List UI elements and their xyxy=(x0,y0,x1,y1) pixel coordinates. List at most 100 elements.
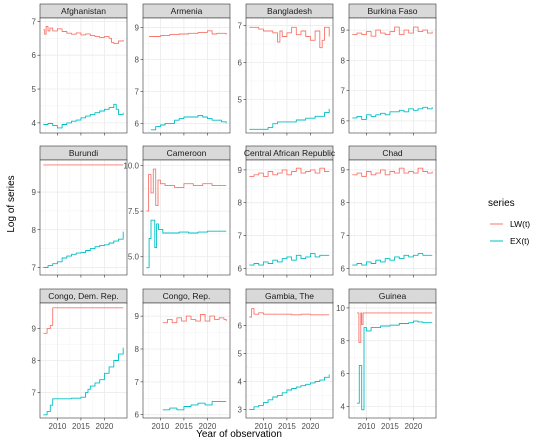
series-line-ex xyxy=(357,320,433,411)
y-tick-label: 6 xyxy=(341,264,346,273)
facet-title: Afghanistan xyxy=(61,6,106,16)
facet-panel: Central African Republic 6 7 8 9 xyxy=(238,145,336,278)
panel-border xyxy=(142,302,231,419)
series-line-ex xyxy=(249,108,330,130)
y-tick-label: 9 xyxy=(341,166,346,175)
plot-area xyxy=(40,18,127,133)
facet-title: Congo, Rep. xyxy=(163,291,211,301)
legend: series LW(t) EX(t) xyxy=(488,198,530,249)
facet-panel: Gambia, The 2010 2015 2020 3 4 5 6 xyxy=(238,288,334,431)
y-tick-label: 8 xyxy=(341,199,346,208)
plot-area xyxy=(246,160,333,275)
x-tick-label: 2020 xyxy=(302,422,320,431)
y-tick-label: 4 xyxy=(341,403,346,412)
facet-panel: Burundi 7 8 9 xyxy=(32,145,128,278)
x-tick-label: 2020 xyxy=(405,422,423,431)
panel-border xyxy=(245,17,334,134)
facet-title: Guinea xyxy=(379,291,407,301)
x-tick-label: 2015 xyxy=(175,422,193,431)
facet-title: Burundi xyxy=(69,148,98,158)
y-tick-label: 10 xyxy=(336,304,345,313)
y-tick-label: 8 xyxy=(135,56,140,65)
series-line-lw xyxy=(149,30,227,37)
series-line-ex xyxy=(352,253,433,266)
series-line-lw xyxy=(249,26,330,49)
x-tick-label: 2015 xyxy=(72,422,90,431)
facet-title: Chad xyxy=(382,148,403,158)
y-tick-label: 5 xyxy=(238,349,243,358)
x-tick-label: 2010 xyxy=(152,422,170,431)
plot-area xyxy=(40,160,127,275)
panel-border xyxy=(39,159,128,276)
y-tick-label: 7.5 xyxy=(128,207,140,216)
y-tick-label: 8 xyxy=(341,337,346,346)
series-line-lw xyxy=(146,168,227,212)
panel-border xyxy=(39,302,128,419)
y-tick-label: 7 xyxy=(238,21,243,30)
y-tick-label: 7 xyxy=(341,232,346,241)
y-tick-label: 3 xyxy=(238,406,243,415)
panel-border xyxy=(142,17,231,134)
facet-panel: Armenia 6 7 8 9 xyxy=(135,3,231,136)
panel-border xyxy=(348,159,437,276)
y-tick-label: 6 xyxy=(341,117,346,126)
y-axis-title: Log of series xyxy=(6,175,17,232)
facet-title: Burkina Faso xyxy=(367,6,417,16)
y-tick-label: 7 xyxy=(32,17,37,26)
y-tick-label: 8 xyxy=(32,226,37,235)
facet-title: Armenia xyxy=(171,6,203,16)
x-tick-label: 2010 xyxy=(49,422,67,431)
legend-title: series xyxy=(488,198,515,209)
facet-panel: Congo, Rep. 2010 2015 2020 6 7 8 9 xyxy=(135,288,231,431)
y-tick-label: 6 xyxy=(32,51,37,60)
y-tick-label: 4 xyxy=(32,119,37,128)
facet-title: Bangladesh xyxy=(267,6,312,16)
y-tick-label: 5.0 xyxy=(128,253,140,262)
series-line-ex xyxy=(43,103,124,129)
plot-area xyxy=(246,303,333,418)
facet-title: Cameroon xyxy=(167,148,207,158)
series-line-ex xyxy=(249,253,330,266)
y-tick-label: 10.0 xyxy=(123,161,139,170)
y-tick-label: 7 xyxy=(135,87,140,96)
series-line-lw xyxy=(43,307,124,334)
y-tick-label: 5 xyxy=(238,96,243,105)
series-line-ex xyxy=(43,231,124,268)
y-tick-label: 8 xyxy=(135,345,140,354)
y-tick-label: 7 xyxy=(135,378,140,387)
panel-grid: Afghanistan 4 5 6 7 Armenia 6 7 8 9 Bangladesh 5 6 7 B… xyxy=(32,3,437,431)
series-line-ex xyxy=(352,106,433,120)
x-tick-label: 2020 xyxy=(199,422,217,431)
x-tick-label: 2015 xyxy=(381,422,399,431)
y-tick-label: 8 xyxy=(32,357,37,366)
series-line-ex xyxy=(249,374,330,411)
y-tick-label: 6 xyxy=(135,119,140,128)
facet-panel: Cameroon 5.0 7.5 10.0 xyxy=(123,145,231,278)
x-tick-label: 2015 xyxy=(278,422,296,431)
facet-panel: Burkina Faso 6 7 8 9 xyxy=(341,3,437,136)
facet-title: Congo, Dem. Rep. xyxy=(48,291,118,301)
series-line-ex xyxy=(43,347,124,416)
x-axis-title: Year of observation xyxy=(196,429,282,440)
y-tick-label: 6 xyxy=(238,321,243,330)
y-tick-label: 7 xyxy=(32,263,37,272)
y-tick-label: 6 xyxy=(341,370,346,379)
x-tick-label: 2010 xyxy=(358,422,376,431)
panel-border xyxy=(142,159,231,276)
x-tick-label: 2010 xyxy=(255,422,273,431)
y-tick-label: 8 xyxy=(341,56,346,65)
panel-border xyxy=(245,159,334,276)
legend-label: EX(t) xyxy=(510,236,530,246)
y-tick-label: 7 xyxy=(32,388,37,397)
y-tick-label: 4 xyxy=(238,378,243,387)
facet-panel: Guinea 2010 2015 2020 4 6 8 10 xyxy=(336,288,437,431)
plot-area xyxy=(143,303,230,418)
series-line-lw xyxy=(357,312,433,343)
facet-panel: Bangladesh 5 6 7 xyxy=(238,3,334,136)
y-tick-label: 6 xyxy=(238,264,243,273)
x-tick-label: 2020 xyxy=(96,422,114,431)
y-tick-label: 5 xyxy=(32,85,37,94)
facet-title: Central African Republic xyxy=(244,148,336,158)
series-line-lw xyxy=(43,26,124,44)
